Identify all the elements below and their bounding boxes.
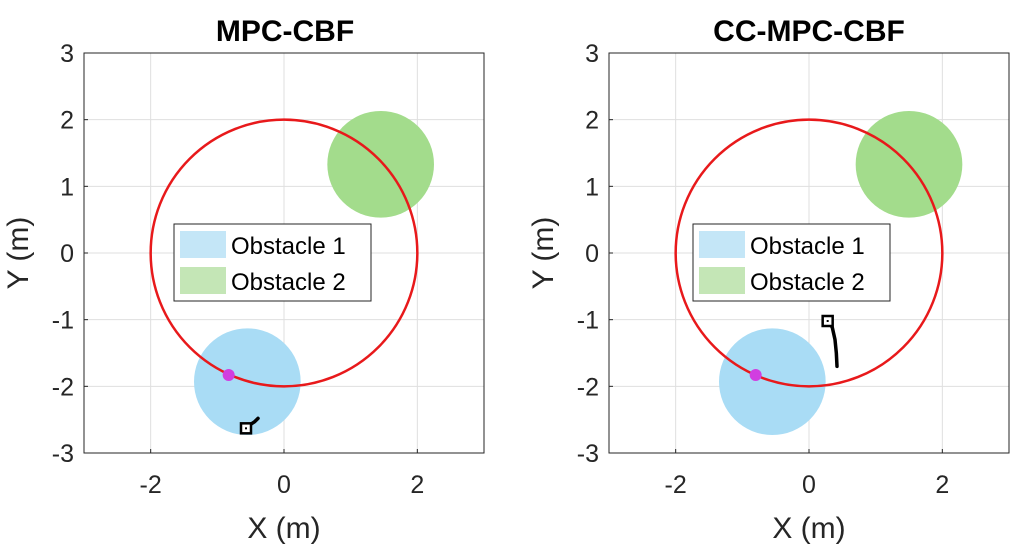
ticks-1: -2 0 2 -3 -2 -1 0 1 2 3 [52, 40, 425, 499]
legend-swatch-obstacle-2 [699, 267, 745, 294]
legend-label-obstacle-2: Obstacle 2 [231, 269, 346, 296]
trajectory [827, 319, 839, 369]
chart-title-1: MPC-CBF [216, 15, 354, 48]
legend-label-obstacle-1: Obstacle 1 [750, 233, 865, 260]
x-tick-label: -2 [665, 471, 687, 499]
legend-swatch-obstacle-1 [180, 231, 226, 258]
robot-marker-center [245, 427, 247, 430]
legend-label-obstacle-1: Obstacle 1 [231, 233, 346, 260]
position-marker [749, 369, 762, 381]
y-tick-label: -3 [577, 440, 599, 468]
x-tick-label: 0 [277, 471, 291, 499]
y-tick-label: 0 [60, 240, 74, 268]
robot-marker-center [826, 320, 829, 322]
y-axis-label-2: Y (m) [527, 217, 560, 290]
y-tick-label: 1 [60, 173, 74, 201]
obstacle-2 [327, 111, 434, 218]
x-axis-label-2: X (m) [772, 512, 845, 545]
y-tick-label: -1 [577, 307, 599, 335]
y-tick-label: -1 [52, 307, 74, 335]
x-axis-label-1: X (m) [247, 512, 320, 545]
plot-layer-2 [674, 111, 963, 435]
y-tick-label: -2 [52, 373, 74, 401]
reference-circle [149, 118, 419, 388]
y-tick-label: -2 [577, 373, 599, 401]
y-tick-label: -3 [52, 440, 74, 468]
x-tick-label: 2 [935, 471, 949, 499]
y-tick-label: 1 [585, 173, 599, 201]
y-tick-label: 2 [60, 107, 74, 135]
legend-swatch-obstacle-1 [699, 231, 745, 258]
legend-1: Obstacle 1 Obstacle 2 [173, 223, 372, 302]
x-tick-label: -2 [140, 471, 162, 499]
y-axis-label-1: Y (m) [2, 217, 35, 290]
reference-circle [674, 118, 944, 388]
y-tick-label: 3 [585, 40, 599, 68]
chart-panel-1: MPC-CBF -2 0 2 -3 -2 -1 0 1 2 3 X (m) Y (m) Obsta… [2, 15, 485, 545]
legend-label-obstacle-2: Obstacle 2 [750, 269, 865, 296]
legend-swatch-obstacle-2 [180, 267, 226, 294]
x-tick-label: 0 [802, 471, 816, 499]
legend-2: Obstacle 1 Obstacle 2 [692, 223, 891, 302]
chart-panel-2: CC-MPC-CBF -2 0 2 -3 -2 -1 0 1 2 3 X (m) Y (m) Ob… [527, 15, 1010, 545]
y-tick-label: 2 [585, 107, 599, 135]
x-tick-label: 2 [410, 471, 424, 499]
ticks-2: -2 0 2 -3 -2 -1 0 1 2 3 [577, 40, 950, 499]
y-tick-label: 3 [60, 40, 74, 68]
plot-layer-1 [149, 111, 434, 435]
y-tick-label: 0 [585, 240, 599, 268]
chart-title-2: CC-MPC-CBF [713, 15, 905, 48]
position-marker [222, 369, 235, 381]
